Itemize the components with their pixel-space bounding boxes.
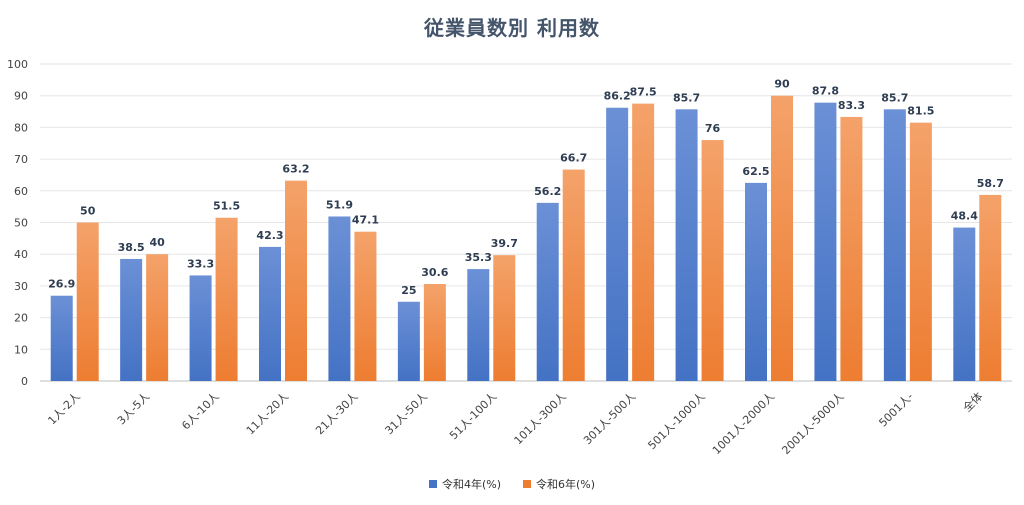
data-label: 38.5 bbox=[118, 241, 145, 254]
y-tick-label: 10 bbox=[14, 343, 28, 356]
legend-label-1: 令和6年(%) bbox=[536, 478, 596, 491]
y-tick-label: 80 bbox=[14, 121, 28, 134]
x-tick-label: 全体 bbox=[960, 389, 985, 414]
bar-series-0[interactable] bbox=[120, 258, 143, 381]
data-label: 66.7 bbox=[560, 152, 587, 165]
data-label: 81.5 bbox=[907, 105, 934, 118]
data-label: 58.7 bbox=[977, 177, 1004, 190]
x-tick-label: 1001人-2000人 bbox=[710, 390, 777, 457]
bar-series-0[interactable] bbox=[259, 246, 281, 381]
bar-series-1[interactable] bbox=[840, 116, 863, 382]
legend-swatch-0 bbox=[428, 480, 437, 488]
data-label: 85.7 bbox=[673, 91, 700, 104]
x-tick-label: 301人-500人 bbox=[581, 390, 638, 447]
bar-series-1[interactable] bbox=[285, 180, 307, 381]
data-label: 40 bbox=[149, 236, 165, 249]
bar-series-1[interactable] bbox=[771, 95, 793, 381]
x-tick-label: 51人-100人 bbox=[447, 390, 499, 442]
bar-series-1[interactable] bbox=[146, 254, 169, 381]
bar-series-1[interactable] bbox=[215, 217, 238, 381]
data-label: 87.8 bbox=[812, 85, 839, 98]
data-label: 87.5 bbox=[630, 86, 657, 99]
bar-series-0[interactable] bbox=[675, 109, 698, 382]
data-label: 83.3 bbox=[838, 99, 865, 112]
bar-series-1[interactable] bbox=[701, 140, 724, 381]
bar-series-0[interactable] bbox=[883, 109, 906, 382]
x-tick-label: 2001人-5000人 bbox=[779, 390, 846, 457]
y-tick-label: 60 bbox=[14, 185, 28, 198]
x-axis: 1人-2人 3人-5人 6人-10人 11人-20人 21人-30人 31人-50人 51人… bbox=[45, 389, 985, 457]
bar-series-1[interactable] bbox=[562, 169, 585, 381]
data-label: 85.7 bbox=[881, 91, 908, 104]
bar-series-0[interactable] bbox=[50, 295, 73, 381]
x-tick-label: 21人-30人 bbox=[313, 390, 360, 437]
bar-series-0[interactable] bbox=[536, 202, 559, 381]
data-label: 51.9 bbox=[326, 198, 353, 211]
legend-label-0: 令和4年(%) bbox=[441, 478, 501, 491]
bar-series-1[interactable] bbox=[354, 231, 377, 381]
y-tick-label: 100 bbox=[7, 58, 28, 71]
data-label: 25 bbox=[401, 284, 416, 297]
bar-series-1[interactable] bbox=[632, 103, 655, 381]
bar-series-0[interactable] bbox=[467, 269, 490, 381]
data-label: 33.3 bbox=[187, 257, 214, 270]
x-tick-label: 501人-1000人 bbox=[645, 390, 707, 452]
x-tick-label: 11人-20人 bbox=[244, 390, 291, 437]
bar-series-0[interactable] bbox=[745, 182, 767, 381]
data-labels: 26.9 50 38.5 40 33.3 51.5 42.3 63.2 51.9 47.1 25 30… bbox=[48, 78, 1004, 297]
data-label: 90 bbox=[774, 78, 790, 91]
data-label: 30.6 bbox=[421, 266, 448, 279]
data-label: 62.5 bbox=[742, 165, 769, 178]
legend-item-series-1[interactable]: 令和6年(%) bbox=[523, 476, 595, 492]
data-label: 56.2 bbox=[534, 185, 561, 198]
data-label: 35.3 bbox=[465, 251, 492, 264]
y-tick-label: 40 bbox=[14, 248, 28, 261]
data-label: 50 bbox=[80, 205, 96, 218]
y-tick-label: 30 bbox=[14, 280, 28, 293]
chart-title: 従業員数別 利用数 bbox=[424, 16, 600, 40]
bar-series-0[interactable] bbox=[328, 216, 351, 381]
data-label: 63.2 bbox=[282, 163, 309, 176]
data-label: 86.2 bbox=[604, 90, 631, 103]
data-label: 47.1 bbox=[352, 214, 379, 227]
y-tick-label: 90 bbox=[14, 90, 28, 103]
y-axis: 0 10 20 30 40 50 60 70 80 90 100 bbox=[7, 58, 28, 388]
bar-series-0[interactable] bbox=[814, 102, 837, 381]
x-tick-label: 101人-300人 bbox=[512, 390, 569, 447]
gridlines bbox=[40, 63, 1012, 382]
bar-series-1[interactable] bbox=[909, 122, 932, 382]
data-label: 42.3 bbox=[256, 229, 283, 242]
bar-series-0[interactable] bbox=[606, 107, 629, 381]
data-label: 51.5 bbox=[213, 200, 240, 213]
bar-series-1[interactable] bbox=[979, 194, 1002, 381]
x-tick-label: 6人-10人 bbox=[179, 390, 221, 432]
legend-swatch-1 bbox=[523, 480, 531, 488]
x-tick-label: 5001人- bbox=[876, 390, 916, 430]
x-tick-label: 3人-5人 bbox=[115, 390, 152, 427]
data-label: 26.9 bbox=[48, 278, 75, 291]
legend-item-series-0[interactable]: 令和4年(%) bbox=[428, 476, 501, 492]
x-tick-label: 31人-50人 bbox=[383, 390, 430, 437]
legend: 令和4年(%) 令和6年(%) bbox=[0, 476, 1024, 492]
bar-series-0[interactable] bbox=[397, 301, 420, 381]
bars bbox=[50, 95, 1002, 382]
y-tick-label: 70 bbox=[14, 153, 28, 166]
data-label: 48.4 bbox=[951, 210, 978, 223]
bar-series-1[interactable] bbox=[493, 255, 516, 381]
data-label: 39.7 bbox=[491, 237, 518, 250]
y-tick-label: 50 bbox=[14, 217, 28, 230]
bar-series-0[interactable] bbox=[189, 275, 212, 381]
bar-series-0[interactable] bbox=[953, 227, 976, 381]
x-tick-label: 1人-2人 bbox=[45, 390, 82, 427]
bar-series-1[interactable] bbox=[76, 222, 99, 382]
y-tick-label: 0 bbox=[21, 375, 28, 388]
data-label: 76 bbox=[705, 122, 721, 135]
y-tick-label: 20 bbox=[14, 312, 28, 325]
bar-series-1[interactable] bbox=[423, 283, 446, 381]
